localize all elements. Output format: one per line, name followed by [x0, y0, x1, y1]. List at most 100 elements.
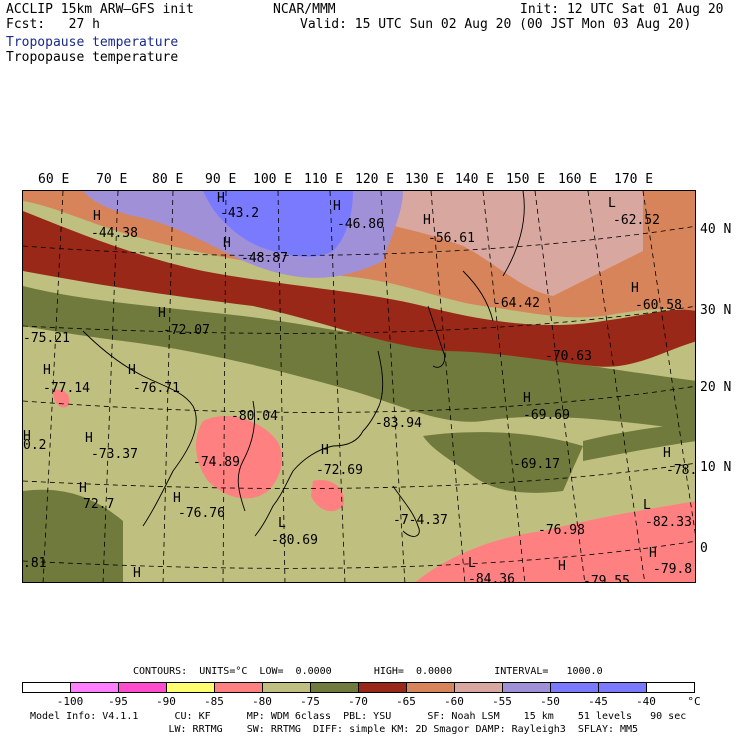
forecast-hour: Fcst: 27 h	[6, 17, 100, 32]
value-label: -69.69	[523, 408, 570, 423]
lat-label: 20 N	[700, 380, 732, 395]
high-marker: H	[158, 306, 166, 321]
high-marker: H	[631, 281, 639, 296]
high-marker: H	[128, 363, 136, 378]
lat-label: 0	[700, 541, 708, 556]
value-label: -62.52	[613, 213, 660, 228]
value-label: -48.87	[241, 251, 288, 266]
shade-minus55-band	[323, 191, 643, 296]
high-marker: H	[43, 363, 51, 378]
high-marker: H	[23, 429, 31, 444]
field-title-primary: Tropopause temperature	[6, 35, 179, 50]
high-marker: H	[558, 559, 566, 574]
lon-label: 90 E	[205, 172, 237, 187]
color-bar-cell	[118, 682, 167, 693]
high-marker: H	[423, 213, 431, 228]
shade-minus70-pacific	[423, 432, 583, 493]
color-bar-unit: °C	[687, 695, 701, 708]
color-bar-tick: -90	[156, 695, 176, 708]
shade-minus80-equator	[415, 501, 695, 582]
value-label: -69.17	[513, 457, 560, 472]
color-bar-tick: -85	[204, 695, 224, 708]
color-bar-cell	[598, 682, 647, 693]
high-marker: H	[93, 209, 101, 224]
value-label: -79.8	[653, 562, 693, 577]
value-label: -78.	[666, 463, 696, 478]
color-bar-tick: -50	[540, 695, 560, 708]
high-marker: H	[523, 391, 531, 406]
color-bar-cell	[262, 682, 311, 693]
color-bar-cell	[550, 682, 599, 693]
low-marker: L	[278, 516, 286, 531]
model-info-line-1: Model Info: V4.1.1 CU: KF MP: WDM 6class…	[30, 711, 687, 722]
value-label: -7-4.37	[393, 513, 448, 528]
value-label: -44.38	[91, 226, 138, 241]
value-label: -77.14	[43, 381, 90, 396]
value-label: -80.69	[271, 533, 318, 548]
shade-minus45-region	[203, 191, 353, 257]
contours-info: CONTOURS: UNITS=°C LOW= 0.0000 HIGH= 0.0…	[133, 666, 603, 677]
high-marker: H	[333, 199, 341, 214]
high-marker: H	[79, 481, 87, 496]
low-marker: L	[608, 196, 616, 211]
value-label: -76.76	[178, 506, 225, 521]
model-title: ACCLIP 15km ARW–GFS init	[6, 2, 194, 17]
color-bar-tick: -95	[108, 695, 128, 708]
color-bar-tick: -80	[252, 695, 272, 708]
lat-label: 30 N	[700, 303, 732, 318]
lon-label: 80 E	[152, 172, 184, 187]
organization-label: NCAR/MMM	[273, 2, 336, 17]
color-bar-tick: -60	[444, 695, 464, 708]
color-bar-cell	[310, 682, 359, 693]
color-bar-cell	[454, 682, 503, 693]
valid-time: Valid: 15 UTC Sun 02 Aug 20 (00 JST Mon …	[300, 17, 692, 32]
color-bar-tick: -65	[396, 695, 416, 708]
color-bar-tick: -55	[492, 695, 512, 708]
lon-label: 110 E	[304, 172, 344, 187]
value-label: -76.98	[538, 523, 585, 538]
color-bar-tick: -100	[56, 695, 84, 708]
high-marker: H	[133, 566, 141, 581]
low-marker: L	[468, 556, 476, 571]
value-label: -72.69	[316, 463, 363, 478]
value-label: -64.42	[493, 296, 540, 311]
lon-label: 150 E	[506, 172, 546, 187]
value-label: -60.58	[635, 298, 682, 313]
value-label: 72.7	[83, 497, 115, 512]
value-label: -46.86	[337, 217, 384, 232]
value-label: -73.37	[91, 447, 138, 462]
high-marker: H	[663, 446, 671, 461]
color-bar-cell	[646, 682, 695, 693]
high-marker: H	[217, 191, 225, 206]
value-label: 0.2	[23, 438, 47, 453]
color-bar-tick: -75	[300, 695, 320, 708]
lat-label: 40 N	[700, 222, 732, 237]
low-marker: L	[643, 498, 651, 513]
high-marker: H	[85, 431, 93, 446]
tropopause-temperature-map: H -44.38 H -43.2 H -48.87 H -46.86 H -56…	[22, 190, 696, 583]
shade-minus70-band	[23, 286, 695, 431]
lon-label: 140 E	[455, 172, 495, 187]
annotation-layer: H -44.38 H -43.2 H -48.87 H -46.86 H -56…	[23, 191, 696, 583]
value-label: -84.36	[468, 572, 515, 583]
graticule	[23, 191, 695, 582]
lat-label: 10 N	[700, 460, 732, 475]
color-bar-cell	[406, 682, 455, 693]
color-bar-cell	[502, 682, 551, 693]
high-marker: H	[649, 546, 657, 561]
field-title-secondary: Tropopause temperature	[6, 50, 179, 65]
value-label: -80.04	[231, 409, 278, 424]
shade-minus80-indochina	[196, 416, 283, 499]
value-label: -76.71	[133, 381, 180, 396]
lon-label: 160 E	[558, 172, 598, 187]
init-time: Init: 12 UTC Sat 01 Aug 20	[520, 2, 724, 17]
value-label: -72.07	[163, 323, 210, 338]
color-bar-tick: -70	[348, 695, 368, 708]
map-canvas	[23, 191, 695, 582]
color-bar-cell	[22, 682, 71, 693]
model-info-line-2: LW: RRTMG SW: RRTMG DIFF: simple KM: 2D …	[30, 724, 639, 735]
lon-label: 130 E	[405, 172, 445, 187]
value-label: -79.55	[583, 574, 630, 583]
color-bar-cell	[166, 682, 215, 693]
coastlines	[82, 191, 525, 537]
